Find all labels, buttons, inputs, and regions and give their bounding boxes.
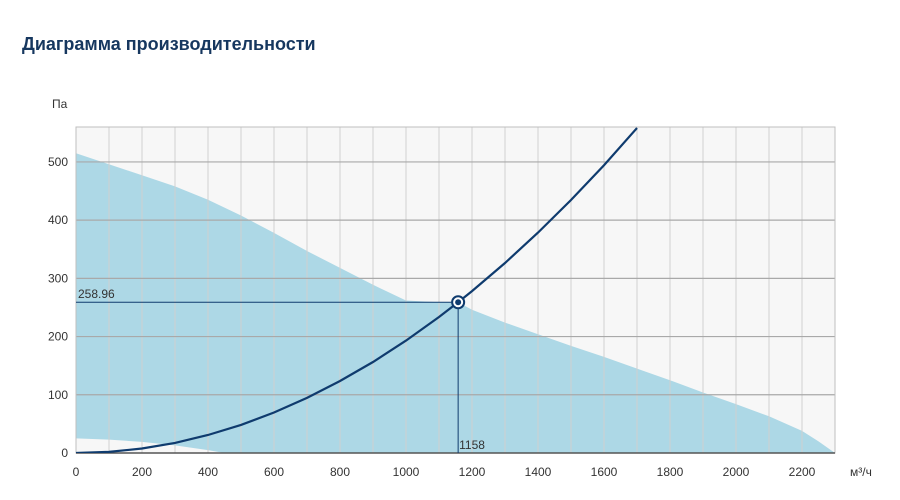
page-title: Диаграмма производительности	[22, 34, 316, 54]
x-tick-label: 800	[330, 465, 350, 479]
x-tick-label: 200	[132, 465, 152, 479]
y-tick-label: 100	[48, 388, 68, 402]
operating-point-y-label: 258.96	[78, 287, 115, 301]
x-tick-label: 1800	[657, 465, 684, 479]
operating-point-dot	[455, 299, 462, 306]
system-curve	[76, 127, 638, 453]
x-tick-label: 600	[264, 465, 284, 479]
y-tick-label: 500	[48, 155, 68, 169]
y-tick-label: 200	[48, 330, 68, 344]
operating-point-group: 258.96 1158	[76, 287, 485, 453]
x-tick-label: 2200	[789, 465, 816, 479]
x-tick-label: 2000	[723, 465, 750, 479]
y-axis-label: Па	[52, 97, 68, 111]
system-curve-line	[76, 127, 638, 453]
x-tick-label: 1000	[393, 465, 420, 479]
x-tick-label: 0	[73, 465, 80, 479]
x-tick-label: 1600	[591, 465, 618, 479]
y-axis-ticks: 0 100 200 300 400 500	[48, 155, 68, 460]
y-tick-label: 300	[48, 271, 68, 285]
y-tick-label: 400	[48, 213, 68, 227]
x-axis-ticks: 0 200 400 600 800 1000 1200 1400 1600 1800 2000 220…	[73, 465, 816, 479]
x-tick-label: 400	[198, 465, 218, 479]
x-tick-label: 1200	[459, 465, 486, 479]
x-tick-label: 1400	[525, 465, 552, 479]
y-tick-label: 0	[61, 446, 68, 460]
operating-point-x-label: 1158	[459, 438, 485, 452]
plot-frame	[75, 126, 836, 454]
x-axis-label: м³/ч	[850, 465, 872, 479]
